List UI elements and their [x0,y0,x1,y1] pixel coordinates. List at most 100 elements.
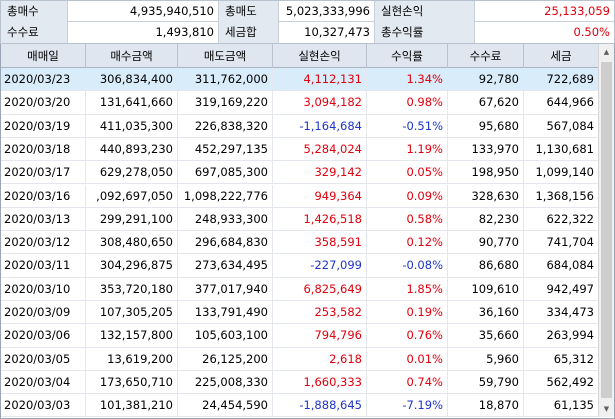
cell-fee: 59,790 [448,370,524,395]
cell-buy-amount: 101,381,210 [86,394,178,418]
cell-sell-amount: 133,791,490 [178,301,273,325]
cell-realized-pnl: 4,112,131 [273,68,367,92]
trade-history-grid[interactable]: 매매일 매수금액 매도금액 실현손익 수익률 수수료 세금 2020/03/23 306,83… [0,44,615,419]
cell-sell-amount: 697,085,300 [178,161,273,185]
cell-return-rate: 1.34% [367,68,448,92]
cell-return-rate: 0.58% [367,207,448,232]
cell-buy-amount: 440,893,230 [86,137,178,162]
table-row[interactable]: 2020/03/11 304,296,875 273,634,495 -227,099… [1,254,599,278]
cell-realized-pnl: 329,142 [273,161,367,185]
cell-sell-amount: 273,634,495 [178,254,273,278]
cell-realized-pnl: 3,094,182 [273,91,367,115]
total-sell-label: 총매도 [219,1,279,22]
cell-date: 2020/03/04 [1,370,86,395]
table-row[interactable]: 2020/03/04 173,650,710 225,008,330 1,660,33… [1,370,599,395]
cell-date: 2020/03/23 [1,68,86,92]
cell-date: 2020/03/19 [1,114,86,138]
table-row[interactable]: 2020/03/06 132,157,800 105,603,100 794,796 0… [1,324,599,348]
header-tax[interactable]: 세금 [524,44,599,68]
cell-sell-amount: 296,684,830 [178,231,273,255]
cell-fee: 328,630 [448,184,524,208]
header-realized-pnl[interactable]: 실현손익 [273,44,367,68]
table-row[interactable]: 2020/03/16,092,697,050 1,098,222,776 949,3… [1,184,599,208]
cell-fee: 5,960 [448,347,524,371]
cell-fee: 95,680 [448,114,524,138]
cell-realized-pnl: -1,164,684 [273,114,367,138]
triangle-up-icon[interactable]: ▲ [599,44,614,60]
table-row[interactable]: 2020/03/13 299,291,100 248,933,300 1,426,51… [1,207,599,232]
cell-fee: 67,620 [448,91,524,115]
fee-total-value: 1,493,810 [68,22,219,43]
cell-tax: 1,368,156 [524,184,599,208]
cell-buy-amount: ,092,697,050 [86,184,178,208]
cell-date: 2020/03/03 [1,394,86,418]
table-row[interactable]: 2020/03/12 308,480,650 296,684,830 358,591 0… [1,231,599,255]
cell-tax: 1,130,681 [524,137,599,162]
cell-return-rate: -7.19% [367,394,448,418]
cell-sell-amount: 452,297,135 [178,137,273,162]
table-row[interactable]: 2020/03/19 411,035,300 226,838,320 -1,164,6… [1,114,599,138]
vertical-scrollbar[interactable]: ▲ ▼ [598,44,614,417]
cell-return-rate: 0.09% [367,184,448,208]
scrollbar-thumb[interactable] [601,62,612,398]
cell-date: 2020/03/09 [1,301,86,325]
table-row[interactable]: 2020/03/03 101,381,210 24,454,590 -1,888,64… [1,394,599,418]
cell-fee: 90,770 [448,231,524,255]
table-row[interactable]: 2020/03/10 353,720,180 377,017,940 6,825,64… [1,277,599,301]
cell-realized-pnl: -227,099 [273,254,367,278]
cell-return-rate: 1.19% [367,137,448,162]
cell-date: 2020/03/10 [1,277,86,301]
cell-fee: 109,610 [448,277,524,301]
cell-buy-amount: 411,035,300 [86,114,178,138]
header-buy-amount[interactable]: 매수금액 [86,44,178,68]
table-row[interactable]: 2020/03/18 440,893,230 452,297,135 5,284,02… [1,137,599,162]
cell-sell-amount: 377,017,940 [178,277,273,301]
table-row[interactable]: 2020/03/09 107,305,205 133,791,490 253,582 0… [1,301,599,325]
summary-row: 총매수 4,935,940,510 총매도 5,023,333,996 실현손익… [1,1,614,22]
cell-tax: 942,497 [524,277,599,301]
cell-date: 2020/03/13 [1,207,86,232]
cell-fee: 35,660 [448,324,524,348]
cell-sell-amount: 311,762,000 [178,68,273,92]
cell-buy-amount: 107,305,205 [86,301,178,325]
cell-fee: 18,870 [448,394,524,418]
table-row[interactable]: 2020/03/17 629,278,050 697,085,300 329,142 0… [1,161,599,185]
cell-realized-pnl: 1,426,518 [273,207,367,232]
summary-row: 수수료 1,493,810 세금합 10,327,473 총수익률 0.50% [1,22,614,43]
cell-realized-pnl: 949,364 [273,184,367,208]
table-row[interactable]: 2020/03/23 306,834,400 311,762,000 4,112,13… [1,68,599,92]
summary-panel: 총매수 4,935,940,510 총매도 5,023,333,996 실현손익… [0,0,615,44]
header-trade-date[interactable]: 매매일 [1,44,86,68]
header-return-rate[interactable]: 수익률 [367,44,448,68]
cell-sell-amount: 226,838,320 [178,114,273,138]
cell-tax: 567,084 [524,114,599,138]
cell-fee: 86,680 [448,254,524,278]
cell-buy-amount: 132,157,800 [86,324,178,348]
total-return-label: 총수익률 [375,22,475,43]
cell-tax: 61,135 [524,394,599,418]
grid-header: 매매일 매수금액 매도금액 실현손익 수익률 수수료 세금 [1,44,599,68]
cell-realized-pnl: -1,888,645 [273,394,367,418]
header-fee[interactable]: 수수료 [448,44,524,68]
cell-return-rate: -0.08% [367,254,448,278]
cell-tax: 1,099,140 [524,161,599,185]
cell-fee: 198,950 [448,161,524,185]
header-sell-amount[interactable]: 매도금액 [178,44,273,68]
triangle-down-icon[interactable]: ▼ [599,401,614,417]
table-row[interactable]: 2020/03/05 13,619,200 26,125,200 2,618 0.01%… [1,347,599,371]
cell-fee: 82,230 [448,207,524,232]
cell-realized-pnl: 6,825,649 [273,277,367,301]
cell-return-rate: 0.19% [367,301,448,325]
cell-date: 2020/03/18 [1,137,86,162]
cell-sell-amount: 105,603,100 [178,324,273,348]
cell-tax: 741,704 [524,231,599,255]
cell-return-rate: 1.85% [367,277,448,301]
cell-tax: 684,084 [524,254,599,278]
cell-realized-pnl: 358,591 [273,231,367,255]
cell-date: 2020/03/20 [1,91,86,115]
cell-return-rate: -0.51% [367,114,448,138]
cell-tax: 644,966 [524,91,599,115]
cell-tax: 263,994 [524,324,599,348]
table-row[interactable]: 2020/03/20 131,641,660 319,169,220 3,094,18… [1,91,599,115]
cell-tax: 622,322 [524,207,599,232]
